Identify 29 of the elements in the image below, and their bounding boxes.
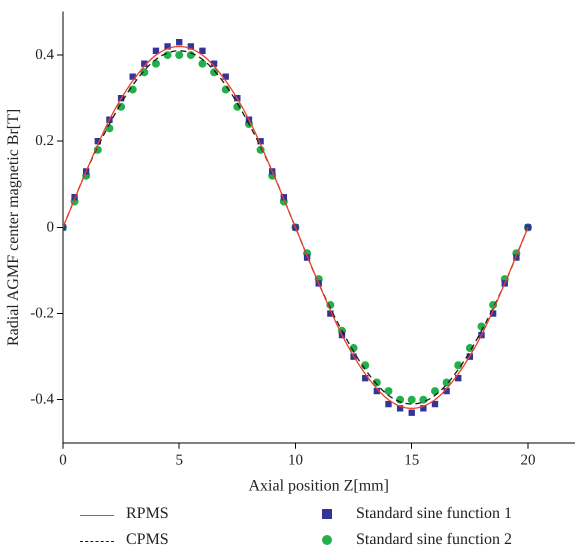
x-tick-label: 20 xyxy=(520,452,536,469)
y-tick-label: 0.2 xyxy=(35,133,54,150)
point xyxy=(408,396,416,404)
legend-label: Standard sine function 2 xyxy=(356,531,512,549)
point xyxy=(198,60,206,68)
point xyxy=(199,48,206,54)
x-tick-label: 10 xyxy=(288,452,303,469)
point xyxy=(164,51,172,60)
legend-label: CPMS xyxy=(126,531,169,549)
legend-label: RPMS xyxy=(126,505,169,523)
y-tick-label: -0.4 xyxy=(30,392,54,408)
y-tick-label: 0.4 xyxy=(35,47,54,64)
y-tick-label: -0.2 xyxy=(30,305,54,322)
point xyxy=(419,396,428,404)
y-tick-label: 0 xyxy=(46,219,54,236)
x-tick-label: 5 xyxy=(175,452,183,469)
point xyxy=(152,48,160,54)
point xyxy=(454,361,462,370)
x-axis-title: Axial position Z[mm] xyxy=(248,478,389,495)
point xyxy=(384,387,392,396)
point xyxy=(175,51,184,60)
point xyxy=(152,60,160,68)
point xyxy=(430,387,439,396)
x-tick-label: 15 xyxy=(404,452,420,469)
legend-label: Standard sine function 1 xyxy=(356,505,512,523)
point xyxy=(176,38,182,46)
x-tick-label: 0 xyxy=(59,452,67,469)
point xyxy=(408,409,415,416)
y-axis-title: Radial AGMF center magnetic Br[T] xyxy=(4,108,22,346)
